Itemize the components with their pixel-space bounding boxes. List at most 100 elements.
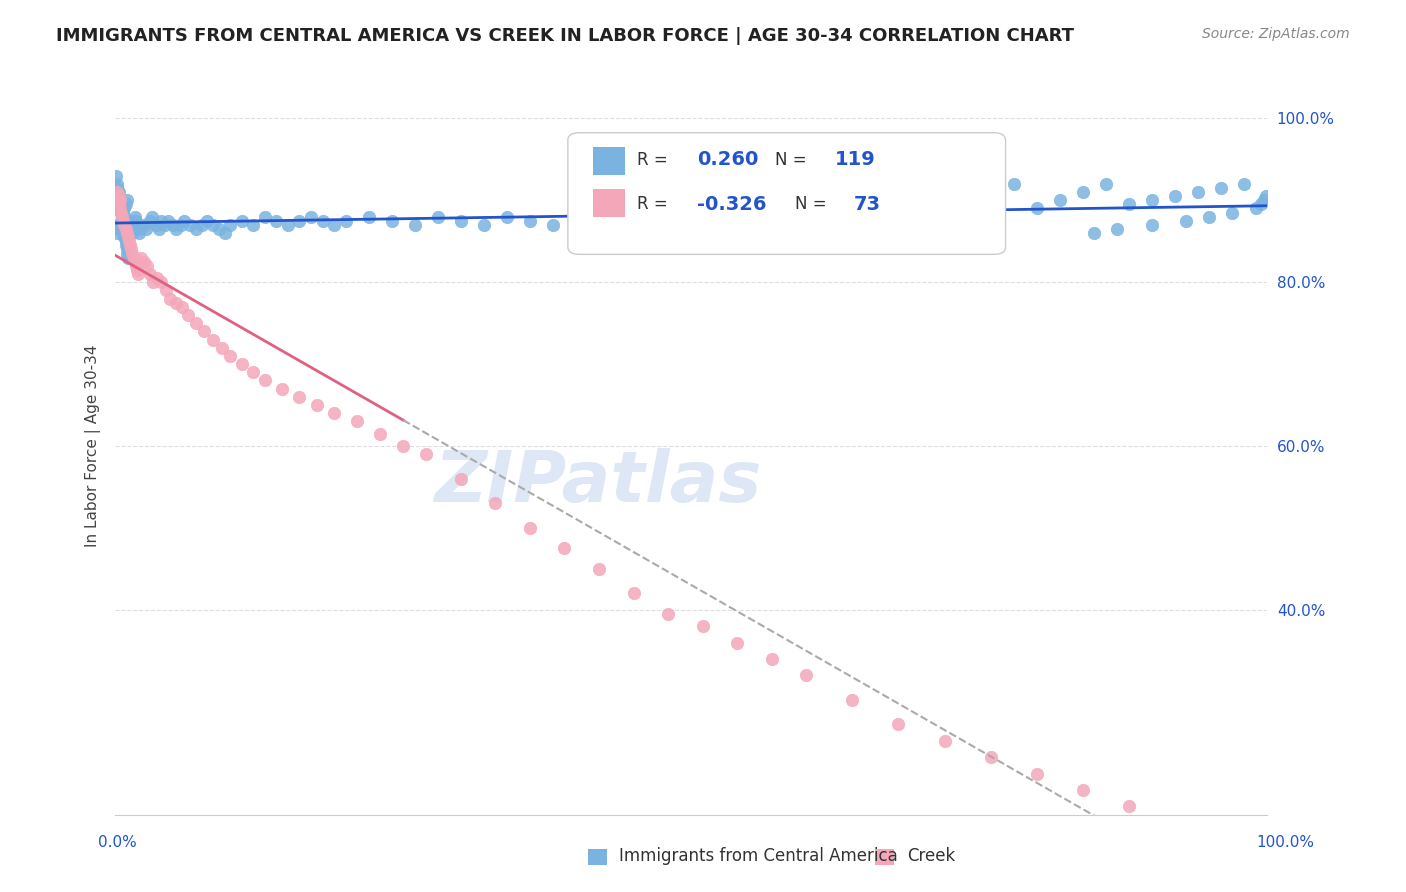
Point <box>1198 210 1220 224</box>
Point <box>841 218 863 232</box>
Point <box>120 218 142 232</box>
Point <box>242 365 264 379</box>
Point <box>122 218 145 232</box>
Point <box>121 226 143 240</box>
Point <box>111 210 134 224</box>
Point <box>114 234 136 248</box>
Point <box>115 194 138 208</box>
Point <box>184 316 207 330</box>
Point <box>177 308 200 322</box>
Point <box>107 194 129 208</box>
Point <box>1209 181 1232 195</box>
Point <box>1253 194 1275 208</box>
Point <box>1254 189 1277 203</box>
Point <box>135 222 157 236</box>
Point <box>1049 194 1071 208</box>
Point <box>623 586 645 600</box>
Point <box>120 238 142 252</box>
Point <box>1083 226 1105 240</box>
Point <box>112 222 135 236</box>
Point <box>299 210 322 224</box>
Point <box>125 213 148 227</box>
Point <box>150 275 173 289</box>
Text: -0.326: -0.326 <box>697 194 766 214</box>
Point <box>305 398 328 412</box>
Point <box>368 426 391 441</box>
Point <box>553 541 575 556</box>
Point <box>841 693 863 707</box>
Point <box>108 218 131 232</box>
Point <box>692 619 714 633</box>
Point <box>392 439 415 453</box>
Point <box>112 218 135 232</box>
Point <box>170 300 193 314</box>
Point <box>112 213 135 227</box>
Point <box>450 472 472 486</box>
Point <box>335 213 357 227</box>
Point <box>1025 202 1047 216</box>
Point <box>118 213 141 227</box>
Point <box>1222 205 1244 219</box>
Text: R =: R = <box>637 151 673 169</box>
Point <box>415 447 437 461</box>
Point <box>132 254 155 268</box>
Point <box>288 390 311 404</box>
Point <box>105 169 128 183</box>
Point <box>107 189 129 203</box>
Point <box>495 210 517 224</box>
Text: IMMIGRANTS FROM CENTRAL AMERICA VS CREEK IN LABOR FORCE | AGE 30-34 CORRELATION : IMMIGRANTS FROM CENTRAL AMERICA VS CREEK… <box>56 27 1074 45</box>
Text: N =: N = <box>775 151 813 169</box>
Point <box>155 284 177 298</box>
Point <box>588 562 610 576</box>
Point <box>132 218 155 232</box>
Point <box>165 222 187 236</box>
Point <box>108 194 131 208</box>
Point <box>610 213 633 227</box>
Point <box>1164 189 1187 203</box>
Point <box>288 213 311 227</box>
Point <box>749 213 772 227</box>
Text: R =: R = <box>637 195 673 213</box>
Text: N =: N = <box>794 195 832 213</box>
Point <box>121 246 143 260</box>
Point <box>162 218 184 232</box>
Text: 100.0%: 100.0% <box>1257 836 1315 850</box>
Point <box>346 414 368 428</box>
Point <box>127 222 149 236</box>
Point <box>242 218 264 232</box>
Point <box>588 210 610 224</box>
Point <box>980 185 1002 199</box>
Point <box>426 210 449 224</box>
Point <box>450 213 472 227</box>
Point <box>111 213 134 227</box>
Point <box>124 210 146 224</box>
Point <box>253 210 276 224</box>
Y-axis label: In Labor Force | Age 30-34: In Labor Force | Age 30-34 <box>86 344 101 548</box>
Point <box>634 218 657 232</box>
Point <box>1164 815 1187 830</box>
Point <box>148 222 170 236</box>
Point <box>794 668 817 682</box>
Point <box>323 218 346 232</box>
Point <box>145 218 167 232</box>
Point <box>404 218 426 232</box>
Text: 0.0%: 0.0% <box>98 836 138 850</box>
Point <box>1025 766 1047 780</box>
Point <box>541 218 564 232</box>
Point <box>1244 202 1267 216</box>
Point <box>110 205 132 219</box>
Point <box>887 213 910 227</box>
Text: 73: 73 <box>853 194 880 214</box>
Point <box>202 218 225 232</box>
Point <box>565 213 588 227</box>
Bar <box>593 189 626 218</box>
Point <box>381 213 404 227</box>
Point <box>934 734 956 748</box>
Point <box>266 213 288 227</box>
Point <box>108 202 131 216</box>
Point <box>115 226 138 240</box>
Point <box>1250 197 1272 211</box>
Point <box>110 202 132 216</box>
Point <box>115 246 138 260</box>
Point <box>231 357 253 371</box>
